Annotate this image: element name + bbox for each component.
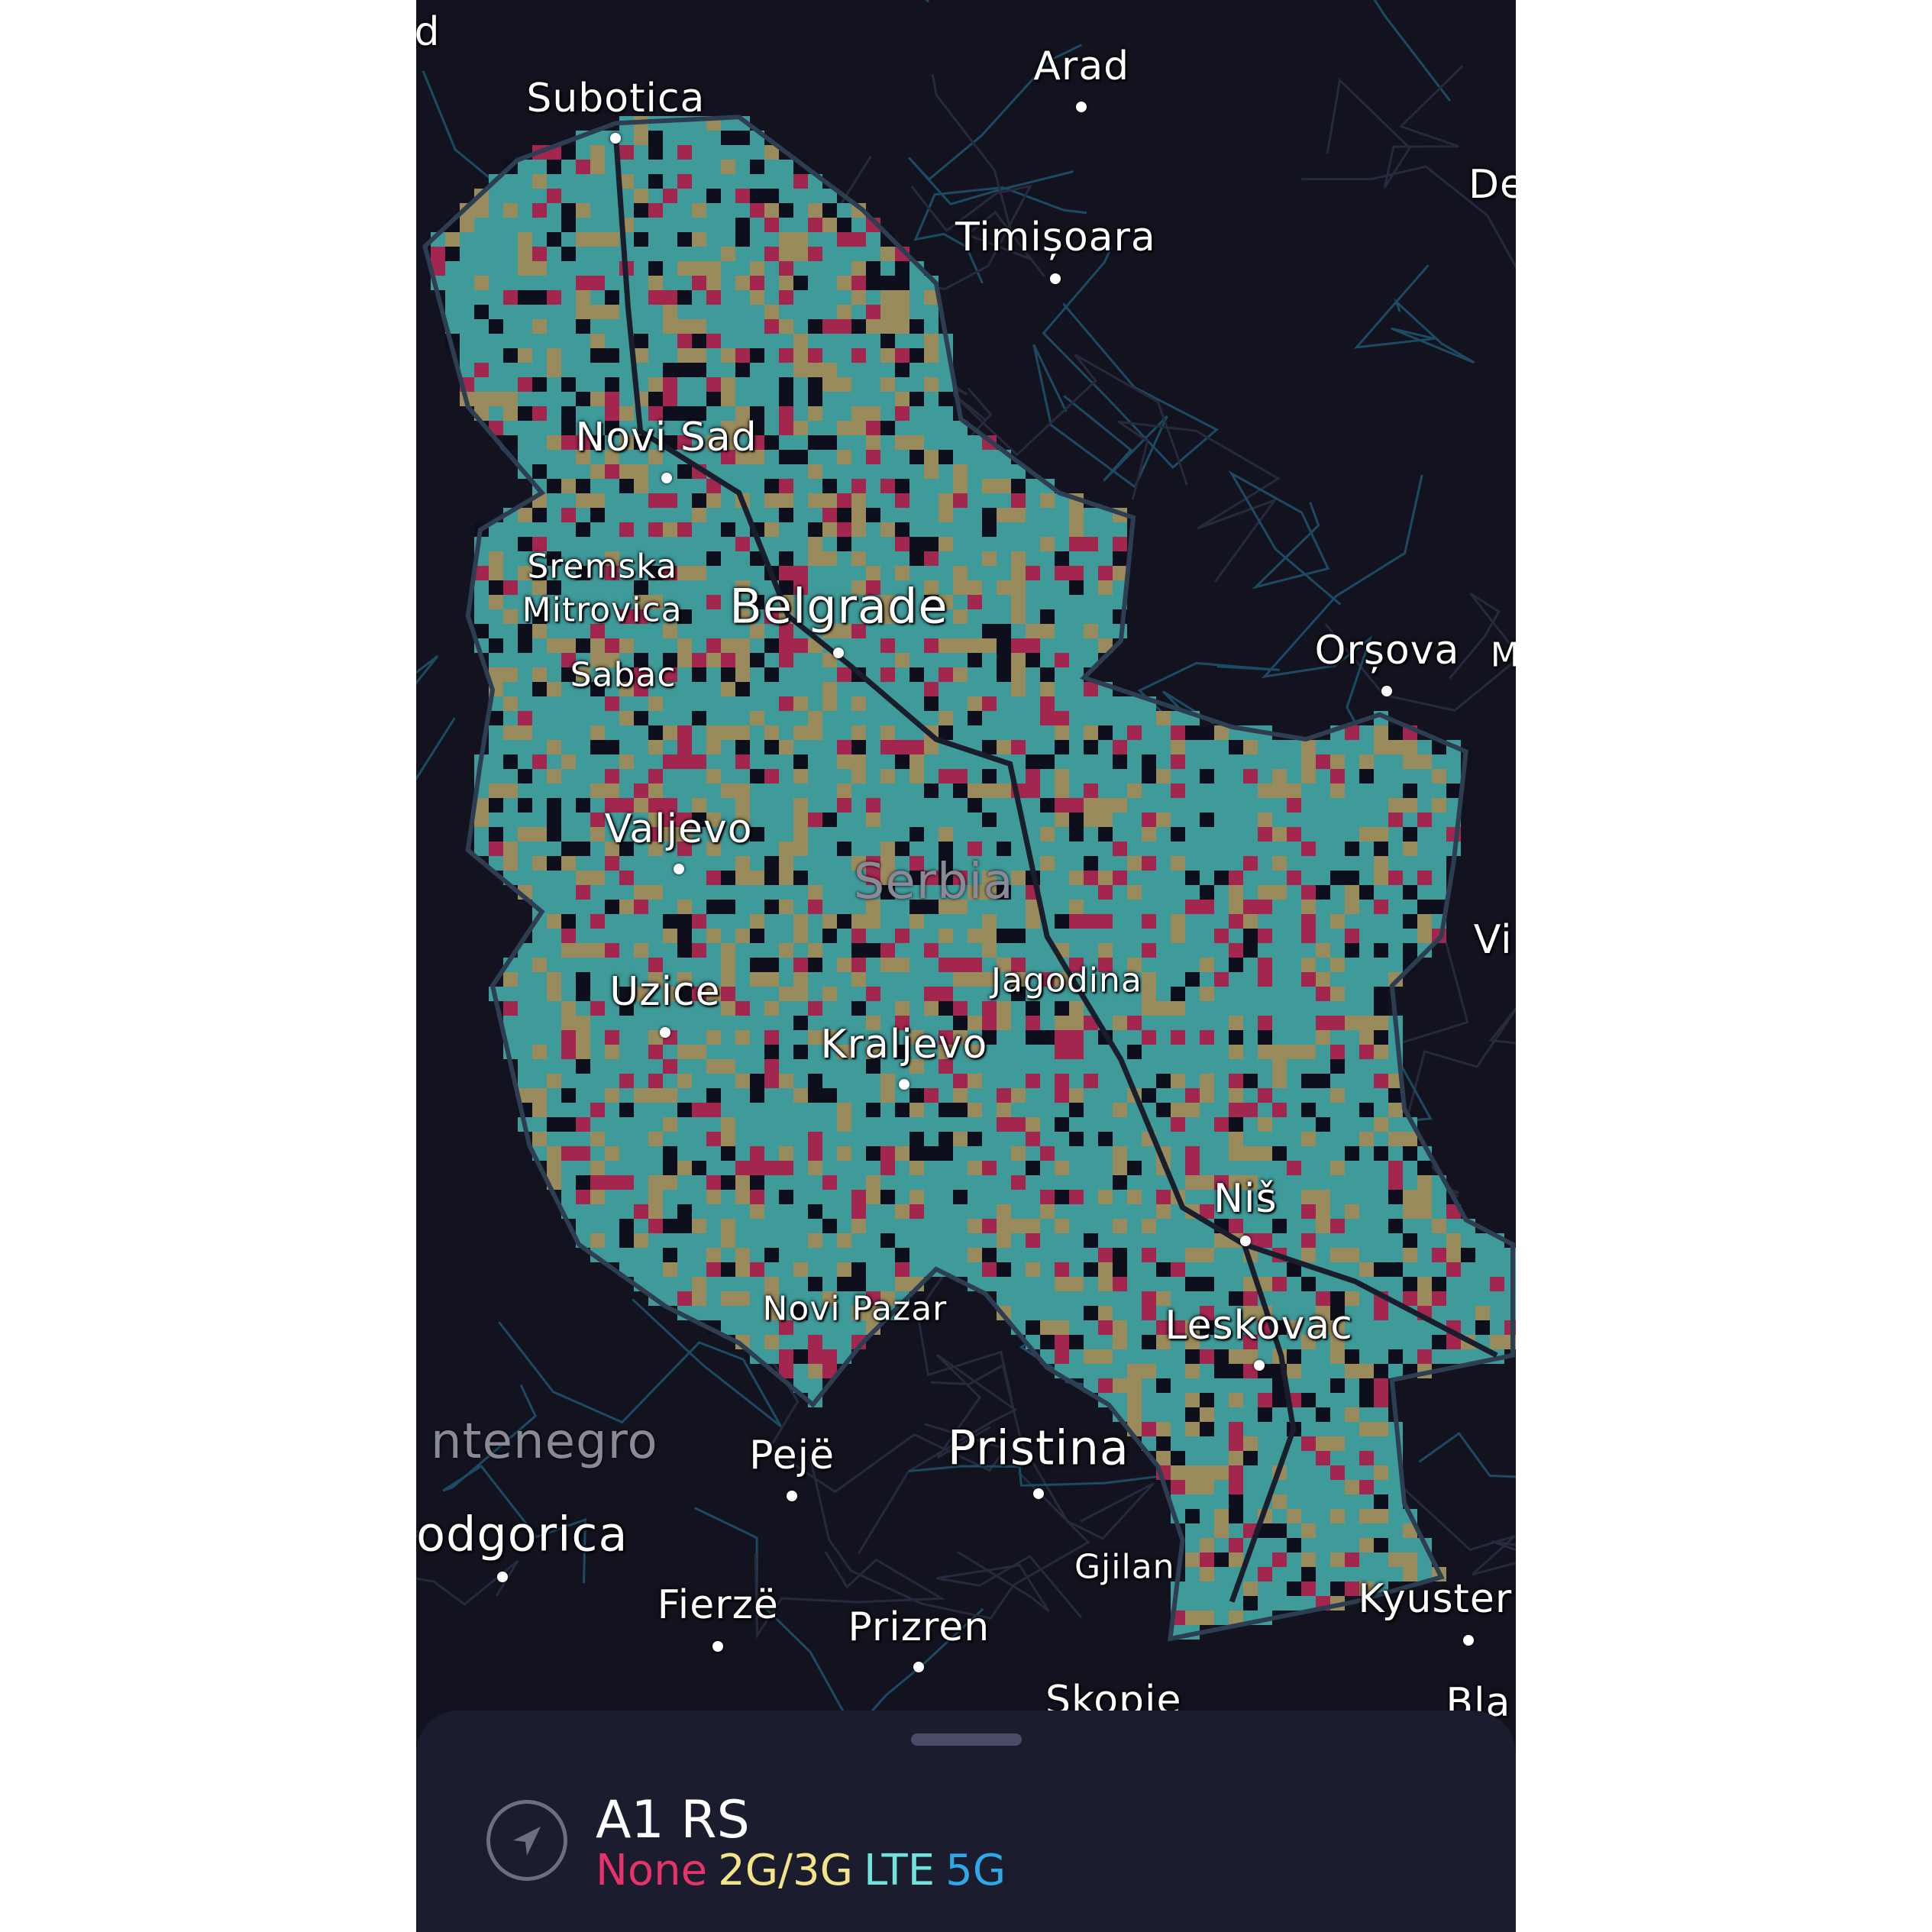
app: Subotica Arad Timișoara De Novi Sad Sremska Mi… bbox=[416, 0, 1516, 1932]
city-label[interactable]: Sabac bbox=[570, 655, 677, 695]
city-label[interactable]: Arad bbox=[1033, 44, 1130, 90]
city-label[interactable]: Gjilan bbox=[1074, 1547, 1175, 1587]
location-arrow-icon bbox=[513, 1827, 541, 1856]
map-road bbox=[758, 1340, 1008, 1494]
legend-lte: LTE bbox=[864, 1846, 935, 1895]
carrier-name: A1 RS bbox=[596, 1790, 750, 1850]
city-label[interactable]: Pejë bbox=[749, 1432, 835, 1478]
map-road bbox=[936, 1551, 1083, 1619]
map-road bbox=[442, 1384, 586, 1584]
country-border bbox=[422, 115, 1516, 1642]
city-label[interactable]: De bbox=[1468, 162, 1516, 208]
city-label[interactable]: Subotica bbox=[526, 76, 706, 122]
city-dot bbox=[1050, 273, 1061, 284]
city-label[interactable]: Novi Pazar bbox=[762, 1289, 948, 1329]
map-road bbox=[1042, 246, 1219, 470]
city-label[interactable]: Niš bbox=[1213, 1175, 1278, 1222]
map-road bbox=[1228, 470, 1342, 606]
city-label[interactable]: odgorica bbox=[416, 1506, 628, 1562]
coverage-legend: None 2G/3G LTE 5G bbox=[596, 1850, 1016, 1892]
city-dot bbox=[833, 648, 845, 659]
city-dot bbox=[913, 1662, 925, 1673]
city-label[interactable]: Valjevo bbox=[604, 806, 753, 852]
city-label[interactable]: ntenegro bbox=[430, 1413, 658, 1470]
legend-2g3g: 2G/3G bbox=[718, 1846, 854, 1895]
map-road bbox=[1353, 264, 1475, 364]
city-dot bbox=[1462, 1634, 1474, 1646]
city-dot bbox=[1253, 1359, 1265, 1371]
city-label[interactable]: Pristina bbox=[947, 1420, 1129, 1476]
city-label[interactable]: Prizren bbox=[848, 1604, 990, 1651]
legend-5g: 5G bbox=[945, 1846, 1006, 1895]
city-dot bbox=[496, 1572, 508, 1583]
city-label[interactable]: Novi Sad bbox=[575, 414, 758, 460]
map-road bbox=[1326, 65, 1464, 189]
city-label[interactable]: Kyuster bbox=[1358, 1576, 1513, 1623]
map-road bbox=[925, 0, 929, 3]
legend-none: None bbox=[596, 1846, 708, 1895]
map-road bbox=[1386, 1472, 1516, 1576]
city-label[interactable]: Fierzë bbox=[657, 1582, 779, 1629]
drag-handle[interactable] bbox=[911, 1733, 1022, 1746]
city-label[interactable]: Kraljevo bbox=[820, 1022, 988, 1068]
city-label[interactable]: Belgrade bbox=[729, 578, 948, 635]
city-dot bbox=[1239, 1235, 1251, 1246]
bottom-sheet[interactable]: A1 RS None 2G/3G LTE 5G bbox=[416, 1711, 1516, 1932]
city-dot bbox=[1076, 102, 1087, 113]
city-label[interactable]: d bbox=[416, 8, 441, 55]
city-dot bbox=[610, 132, 622, 144]
map-road bbox=[754, 1551, 946, 1640]
map-road bbox=[416, 1530, 519, 1606]
city-label[interactable]: Timișoara bbox=[955, 215, 1156, 261]
city-dot bbox=[673, 863, 684, 874]
city-dot bbox=[661, 473, 672, 484]
city-dot bbox=[1381, 686, 1393, 697]
map-road bbox=[913, 186, 1087, 284]
map-road bbox=[1032, 344, 1168, 489]
city-dot bbox=[712, 1640, 724, 1652]
city-label[interactable]: Orșova bbox=[1314, 627, 1460, 674]
coverage-map[interactable] bbox=[416, 0, 1516, 1932]
city-label[interactable]: M bbox=[1490, 635, 1516, 675]
highway bbox=[612, 135, 1297, 1603]
map-road bbox=[1300, 165, 1516, 270]
location-button[interactable] bbox=[486, 1800, 567, 1881]
city-dot bbox=[898, 1078, 909, 1090]
map-road bbox=[809, 1457, 1090, 1620]
city-label[interactable]: Uzice bbox=[609, 968, 721, 1015]
map-road bbox=[908, 44, 1083, 206]
city-dot bbox=[787, 1490, 798, 1501]
map-road bbox=[1418, 1431, 1516, 1478]
city-label[interactable]: Serbia bbox=[853, 854, 1014, 911]
coverage-grid bbox=[431, 116, 1516, 1640]
map-road bbox=[498, 1298, 782, 1428]
city-label[interactable]: Sremska bbox=[527, 547, 677, 586]
city-label[interactable]: Vi bbox=[1473, 917, 1513, 964]
city-label[interactable]: Jagodina bbox=[991, 961, 1142, 1000]
map-road bbox=[1373, 0, 1452, 102]
highway bbox=[1243, 1242, 1498, 1358]
map-road bbox=[1262, 474, 1423, 758]
map-road bbox=[931, 74, 1045, 277]
map-road bbox=[416, 654, 456, 781]
map-road bbox=[1117, 420, 1281, 583]
city-dot bbox=[1032, 1488, 1044, 1499]
city-label[interactable]: Leskovac bbox=[1165, 1303, 1353, 1349]
city-dot bbox=[659, 1027, 670, 1039]
city-label[interactable]: Mitrovica bbox=[522, 590, 683, 630]
map-road bbox=[858, 1353, 1018, 1555]
map-road bbox=[1324, 592, 1516, 712]
